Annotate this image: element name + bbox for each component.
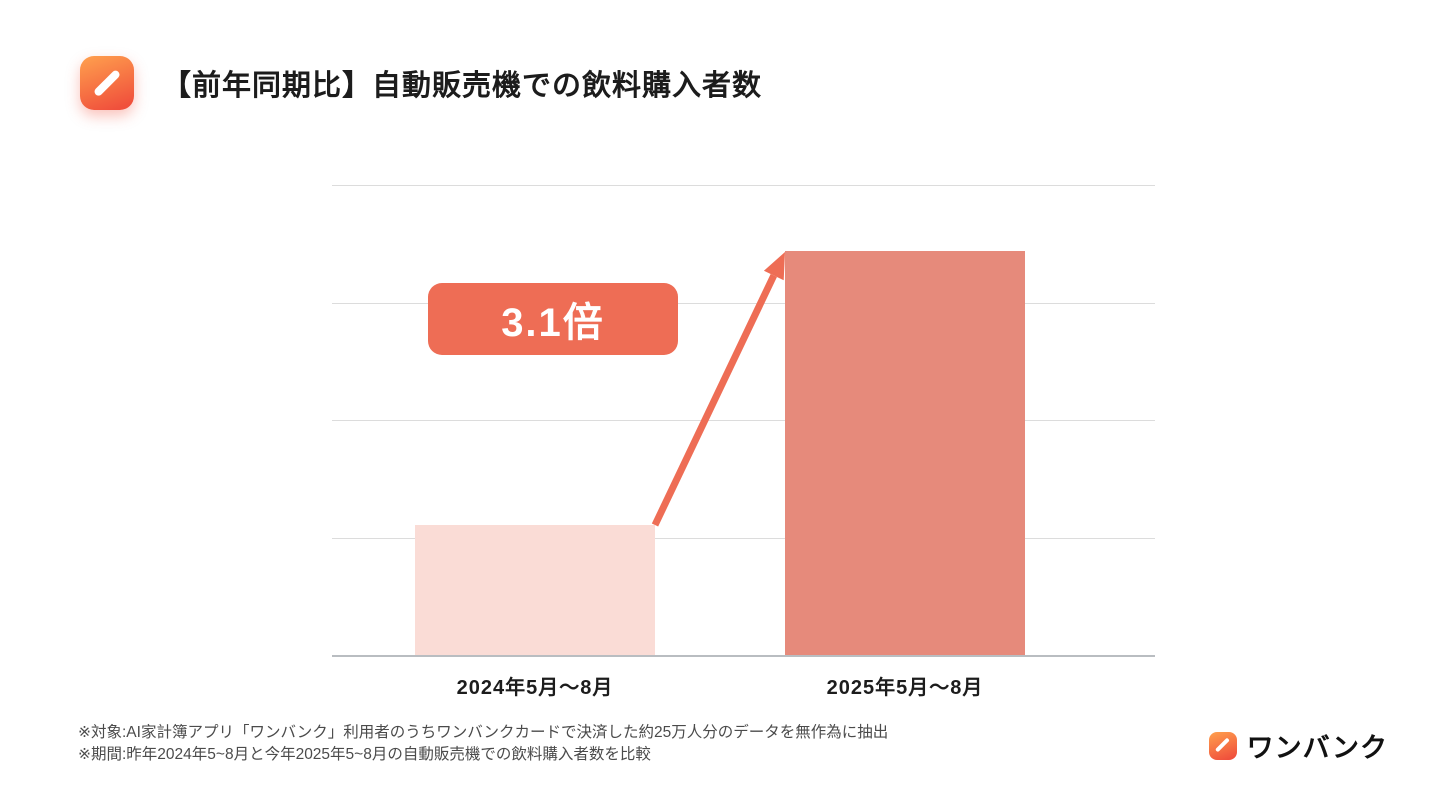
header: 【前年同期比】自動販売機での飲料購入者数	[80, 56, 762, 110]
footnote-period: ※期間:昨年2024年5~8月と今年2025年5~8月の自動販売機での飲料購入者…	[78, 746, 651, 764]
pencil-icon	[1215, 738, 1231, 753]
bar-chart: 3.1倍 2024年5月〜8月 2025年5月〜8月	[332, 185, 1155, 699]
x-axis-label-2025: 2025年5月〜8月	[826, 677, 984, 699]
brand-logo-icon	[1208, 731, 1237, 760]
pencil-icon	[92, 68, 122, 98]
footnotes: ※対象:AI家計簿アプリ「ワンバンク」利用者のうちワンバンクカードで決済した約2…	[78, 722, 888, 767]
footnote-target: ※対象:AI家計簿アプリ「ワンバンク」利用者のうちワンバンクカードで決済した約2…	[78, 724, 889, 741]
ratio-badge: 3.1倍	[428, 283, 678, 355]
gridline	[332, 537, 1155, 539]
page-title: 【前年同期比】自動販売機での飲料購入者数	[162, 70, 763, 102]
gridline	[332, 185, 1155, 186]
x-axis-label-2024: 2024年5月〜8月	[456, 677, 614, 699]
brand-logo: ワンバンク	[1208, 726, 1388, 765]
bar-2025	[785, 250, 1025, 655]
brand-logo-text: ワンバンク	[1246, 733, 1388, 763]
bar-2024	[415, 524, 655, 655]
gridline	[332, 420, 1155, 421]
app-logo-icon	[80, 56, 134, 110]
